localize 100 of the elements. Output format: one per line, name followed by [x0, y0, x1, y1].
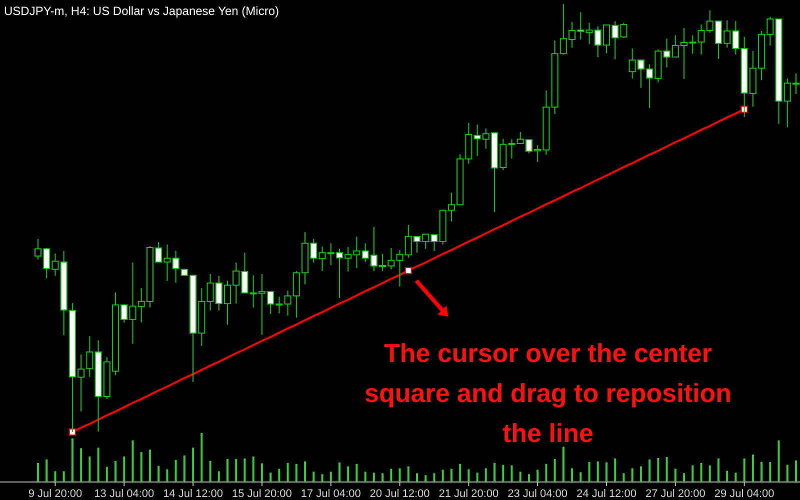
bar	[433, 473, 436, 482]
bar	[71, 438, 74, 482]
bar	[37, 462, 39, 482]
bar	[752, 454, 754, 482]
bar	[244, 458, 246, 482]
bar	[260, 463, 263, 482]
bar	[666, 457, 668, 482]
bar	[270, 472, 272, 482]
bar	[648, 459, 651, 482]
bar	[390, 468, 392, 482]
bar	[407, 466, 410, 482]
bar	[356, 464, 358, 482]
bar	[692, 465, 694, 482]
bar	[286, 462, 289, 482]
bar	[46, 459, 48, 482]
x-tick-label: 23 Jul 04:00	[508, 488, 568, 500]
bar	[562, 446, 564, 482]
chart-title: USDJPY-m, H4: US Dollar vs Japanese Yen (Micro)	[4, 4, 279, 18]
bar	[398, 468, 401, 482]
bar	[148, 450, 151, 482]
bar	[726, 470, 728, 482]
bar	[510, 465, 513, 482]
bar	[450, 468, 452, 482]
bar	[252, 456, 254, 482]
bar	[183, 456, 186, 482]
bar	[657, 458, 660, 482]
bar	[622, 473, 625, 482]
bar	[614, 458, 616, 482]
bar	[640, 466, 642, 482]
bar	[132, 440, 134, 482]
bar	[304, 461, 306, 482]
bar	[158, 466, 160, 482]
bar	[80, 448, 82, 482]
bar	[743, 458, 746, 482]
x-tick-label: 29 Jul 04:00	[714, 488, 774, 500]
bar	[476, 472, 478, 482]
bar	[97, 448, 100, 482]
bar	[717, 458, 720, 482]
bar	[312, 472, 315, 482]
x-tick-label: 15 Jul 20:00	[232, 488, 292, 500]
bar	[174, 460, 177, 482]
bar	[708, 465, 711, 482]
bar	[442, 470, 444, 482]
bar	[760, 462, 763, 482]
bar	[218, 471, 220, 482]
bar	[235, 458, 238, 482]
bar	[416, 473, 418, 482]
bar	[606, 462, 608, 482]
bar	[484, 468, 487, 482]
bar	[700, 462, 702, 482]
bar	[54, 471, 56, 482]
bar	[166, 469, 168, 482]
bar	[200, 433, 203, 482]
bar	[364, 472, 366, 482]
bar	[338, 462, 340, 482]
bar	[519, 472, 522, 482]
bar	[226, 458, 228, 482]
bar	[278, 468, 280, 482]
bar	[321, 474, 324, 482]
bar	[382, 473, 384, 482]
annotation: The cursor over the center square and drag to reposition the line	[364, 338, 732, 448]
bar	[62, 471, 65, 482]
bar	[192, 448, 194, 482]
x-tick-label: 20 Jul 12:00	[370, 488, 430, 500]
bar	[502, 464, 504, 482]
bar	[114, 460, 117, 482]
bar	[468, 469, 470, 482]
bar	[554, 458, 556, 482]
bar	[494, 462, 496, 482]
bar	[106, 466, 108, 482]
x-tick-label: 17 Jul 04:00	[300, 488, 361, 500]
x-tick-label: 13 Jul 04:00	[94, 488, 154, 500]
bar	[596, 461, 599, 482]
bar	[769, 462, 772, 482]
x-tick-label: 27 Jul 20:00	[645, 488, 706, 500]
bar	[347, 466, 350, 482]
bar	[140, 452, 142, 482]
bar	[631, 468, 634, 482]
bar	[778, 440, 780, 482]
x-tick-label: 9 Jul 20:00	[28, 488, 82, 500]
bar	[459, 464, 462, 482]
bar	[588, 462, 590, 482]
bar	[295, 464, 298, 482]
x-tick-label: 24 Jul 12:00	[576, 488, 636, 500]
x-tick-label: 14 Jul 12:00	[163, 488, 224, 500]
x-tick-label: 21 Jul 20:00	[438, 488, 499, 500]
bar	[528, 474, 530, 482]
bar	[786, 464, 788, 482]
bar	[330, 472, 332, 482]
bar	[571, 468, 574, 482]
bar	[88, 456, 91, 482]
bar	[209, 460, 212, 482]
bar	[545, 464, 548, 482]
bar	[795, 460, 797, 482]
bar	[424, 475, 427, 482]
bar	[536, 470, 539, 482]
bar	[123, 456, 126, 482]
bar	[734, 472, 737, 482]
bar	[372, 472, 375, 482]
bar	[674, 468, 676, 482]
